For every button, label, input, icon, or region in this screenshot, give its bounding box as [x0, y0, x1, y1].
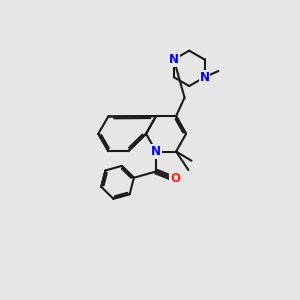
Text: N: N	[169, 53, 179, 66]
Text: N: N	[200, 71, 209, 84]
Text: N: N	[151, 145, 161, 158]
Text: O: O	[170, 172, 180, 185]
